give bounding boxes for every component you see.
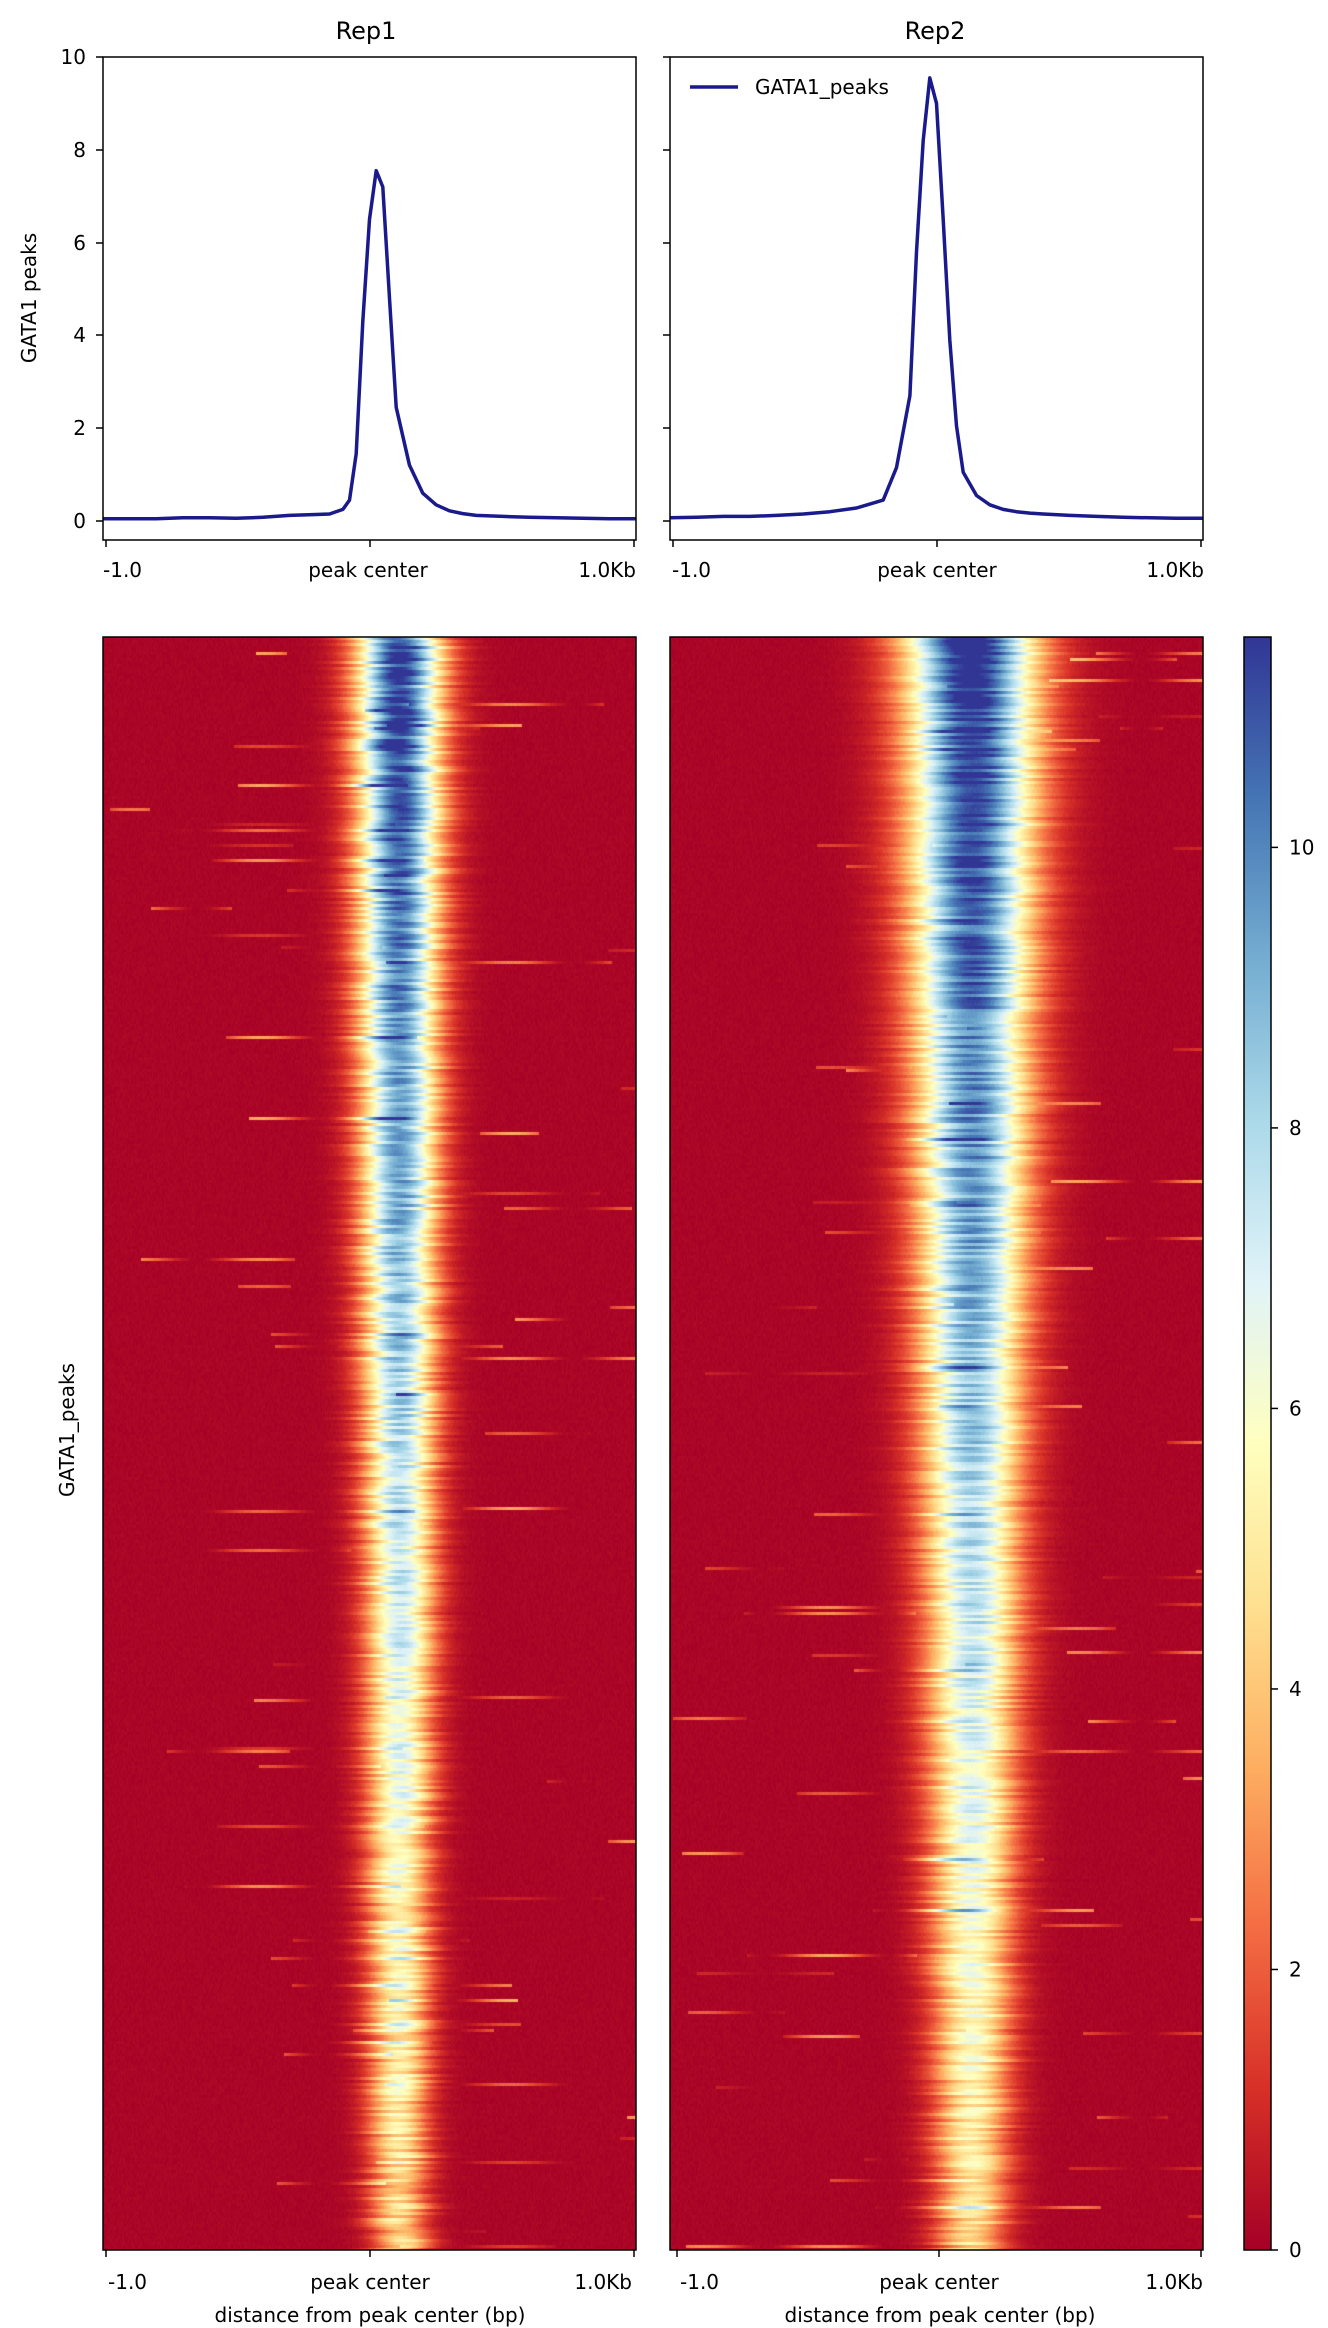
heatmap-ylabel: GATA1_peaks <box>55 1363 79 1497</box>
rep2-heatmap-panel: -1.0 peak center 1.0Kb distance from pea… <box>669 636 1204 2327</box>
rep2-x-ticks: -1.0 peak center 1.0Kb <box>672 540 1204 582</box>
rep1-profile-frame <box>102 56 637 541</box>
rep1-heatmap-xtick-label: peak center <box>310 2270 430 2294</box>
colorbar: 0 2 4 6 8 10 <box>1243 636 1314 2262</box>
legend-label: GATA1_peaks <box>755 75 889 99</box>
rep1-ytick-label: 10 <box>61 45 86 69</box>
rep2-heatmap-xtick-label: 1.0Kb <box>1145 2270 1203 2294</box>
rep2-xtick-label: 1.0Kb <box>1146 558 1204 582</box>
rep1-heatmap <box>103 637 636 2250</box>
rep1-profile-panel: Rep1 0 2 4 6 8 10 GATA1 peaks -1.0 peak … <box>17 17 637 582</box>
colorbar-tick-label: 4 <box>1289 1677 1302 1701</box>
rep2-profile-panel: Rep2 GATA1_peaks -1.0 peak center 1.0Kb <box>663 17 1204 582</box>
rep2-legend: GATA1_peaks <box>690 75 889 99</box>
rep2-title: Rep2 <box>905 17 966 45</box>
rep1-ytick-label: 8 <box>73 138 86 162</box>
colorbar-frame <box>1243 636 1272 2251</box>
rep2-profile-line-group <box>669 76 1203 520</box>
colorbar-tick-label: 2 <box>1289 1957 1302 1981</box>
rep1-heatmap-xtick-label: -1.0 <box>108 2270 147 2294</box>
rep1-profile-ylabel: GATA1 peaks <box>17 233 41 363</box>
rep1-xtick-label: -1.0 <box>103 558 142 582</box>
rep2-heatmap-xtick-label: -1.0 <box>680 2270 719 2294</box>
rep1-ytick-label: 2 <box>73 416 86 440</box>
rep1-ytick-label: 4 <box>73 323 86 347</box>
rep1-ytick-label: 0 <box>73 509 86 533</box>
rep1-xtick-label: peak center <box>308 558 428 582</box>
profile-series-line <box>103 168 636 521</box>
rep2-xtick-label: peak center <box>877 558 997 582</box>
rep2-heatmap-xtick-label: peak center <box>879 2270 999 2294</box>
colorbar-ticks: 0 2 4 6 8 10 <box>1271 835 1314 2262</box>
rep2-xtick-label: -1.0 <box>672 558 711 582</box>
colorbar-tick-label: 6 <box>1289 1396 1302 1420</box>
rep1-heatmap-xlabel: distance from peak center (bp) <box>215 2303 526 2327</box>
rep1-ytick-label: 6 <box>73 231 86 255</box>
rep2-heatmap-x-ticks: -1.0 peak center 1.0Kb <box>676 2250 1203 2294</box>
rep1-heatmap-xtick-label: 1.0Kb <box>574 2270 632 2294</box>
rep1-title: Rep1 <box>336 17 397 45</box>
rep1-xtick-label: 1.0Kb <box>578 558 636 582</box>
rep2-y-ticks <box>663 56 670 522</box>
rep1-heatmap-x-ticks: -1.0 peak center 1.0Kb <box>105 2250 635 2294</box>
profile-series-line <box>669 76 1203 520</box>
rep2-heatmap-xlabel: distance from peak center (bp) <box>785 2303 1096 2327</box>
rep1-y-ticks: 0 2 4 6 8 10 <box>61 45 103 533</box>
rep1-heatmap-panel: GATA1_peaks -1.0 peak center 1.0Kb dista… <box>55 636 637 2327</box>
rep2-heatmap <box>670 637 1203 2250</box>
colorbar-tick-label: 8 <box>1289 1116 1302 1140</box>
colorbar-tick-label: 10 <box>1289 835 1314 859</box>
rep1-x-ticks: -1.0 peak center 1.0Kb <box>103 540 636 582</box>
colorbar-tick-label: 0 <box>1289 2238 1302 2262</box>
rep1-profile-line-group <box>103 168 636 521</box>
rep2-heatmap-frame <box>669 636 1204 2251</box>
colorbar-gradient <box>1244 637 1271 2250</box>
